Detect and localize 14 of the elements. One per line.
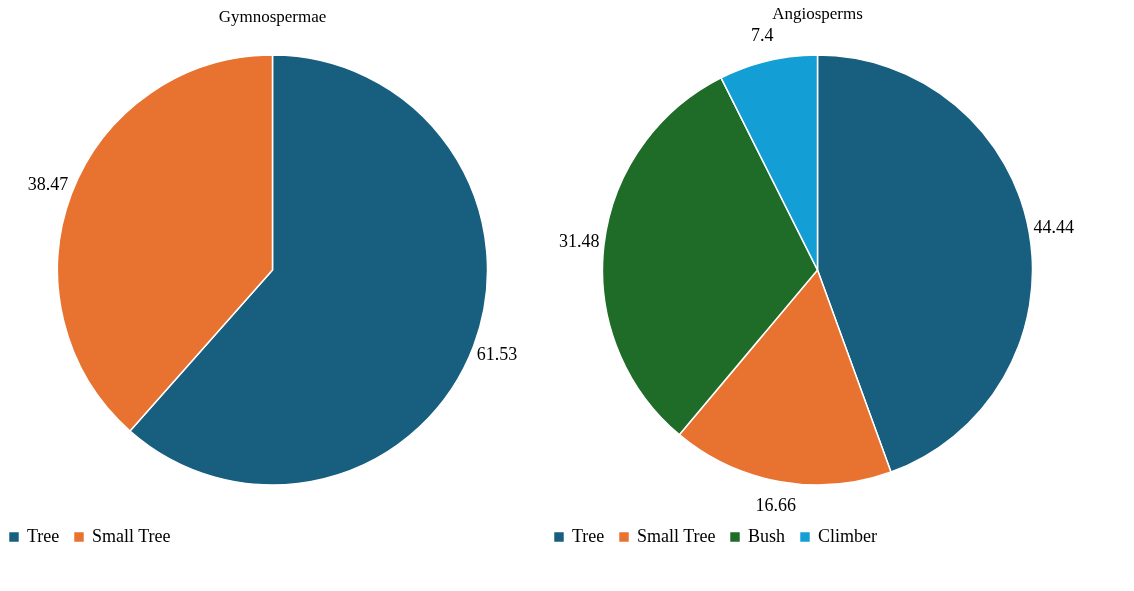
data-label: 61.53 — [476, 344, 518, 365]
data-label: 16.66 — [755, 495, 797, 516]
data-label: 7.4 — [750, 25, 774, 46]
data-label: 44.44 — [1033, 217, 1075, 238]
data-label: 38.47 — [27, 173, 69, 194]
legend-label: Climber — [818, 526, 877, 546]
legend-label: Tree — [27, 526, 60, 546]
legend-label: Tree — [572, 526, 605, 546]
chart-title: Angiosperms — [772, 4, 863, 24]
data-label: 31.48 — [558, 231, 600, 252]
chart-title: Gymnospermae — [218, 7, 327, 26]
legend-label: Bush — [748, 526, 786, 546]
legend-label: Small Tree — [92, 526, 171, 546]
legend-label: Small Tree — [637, 526, 716, 546]
